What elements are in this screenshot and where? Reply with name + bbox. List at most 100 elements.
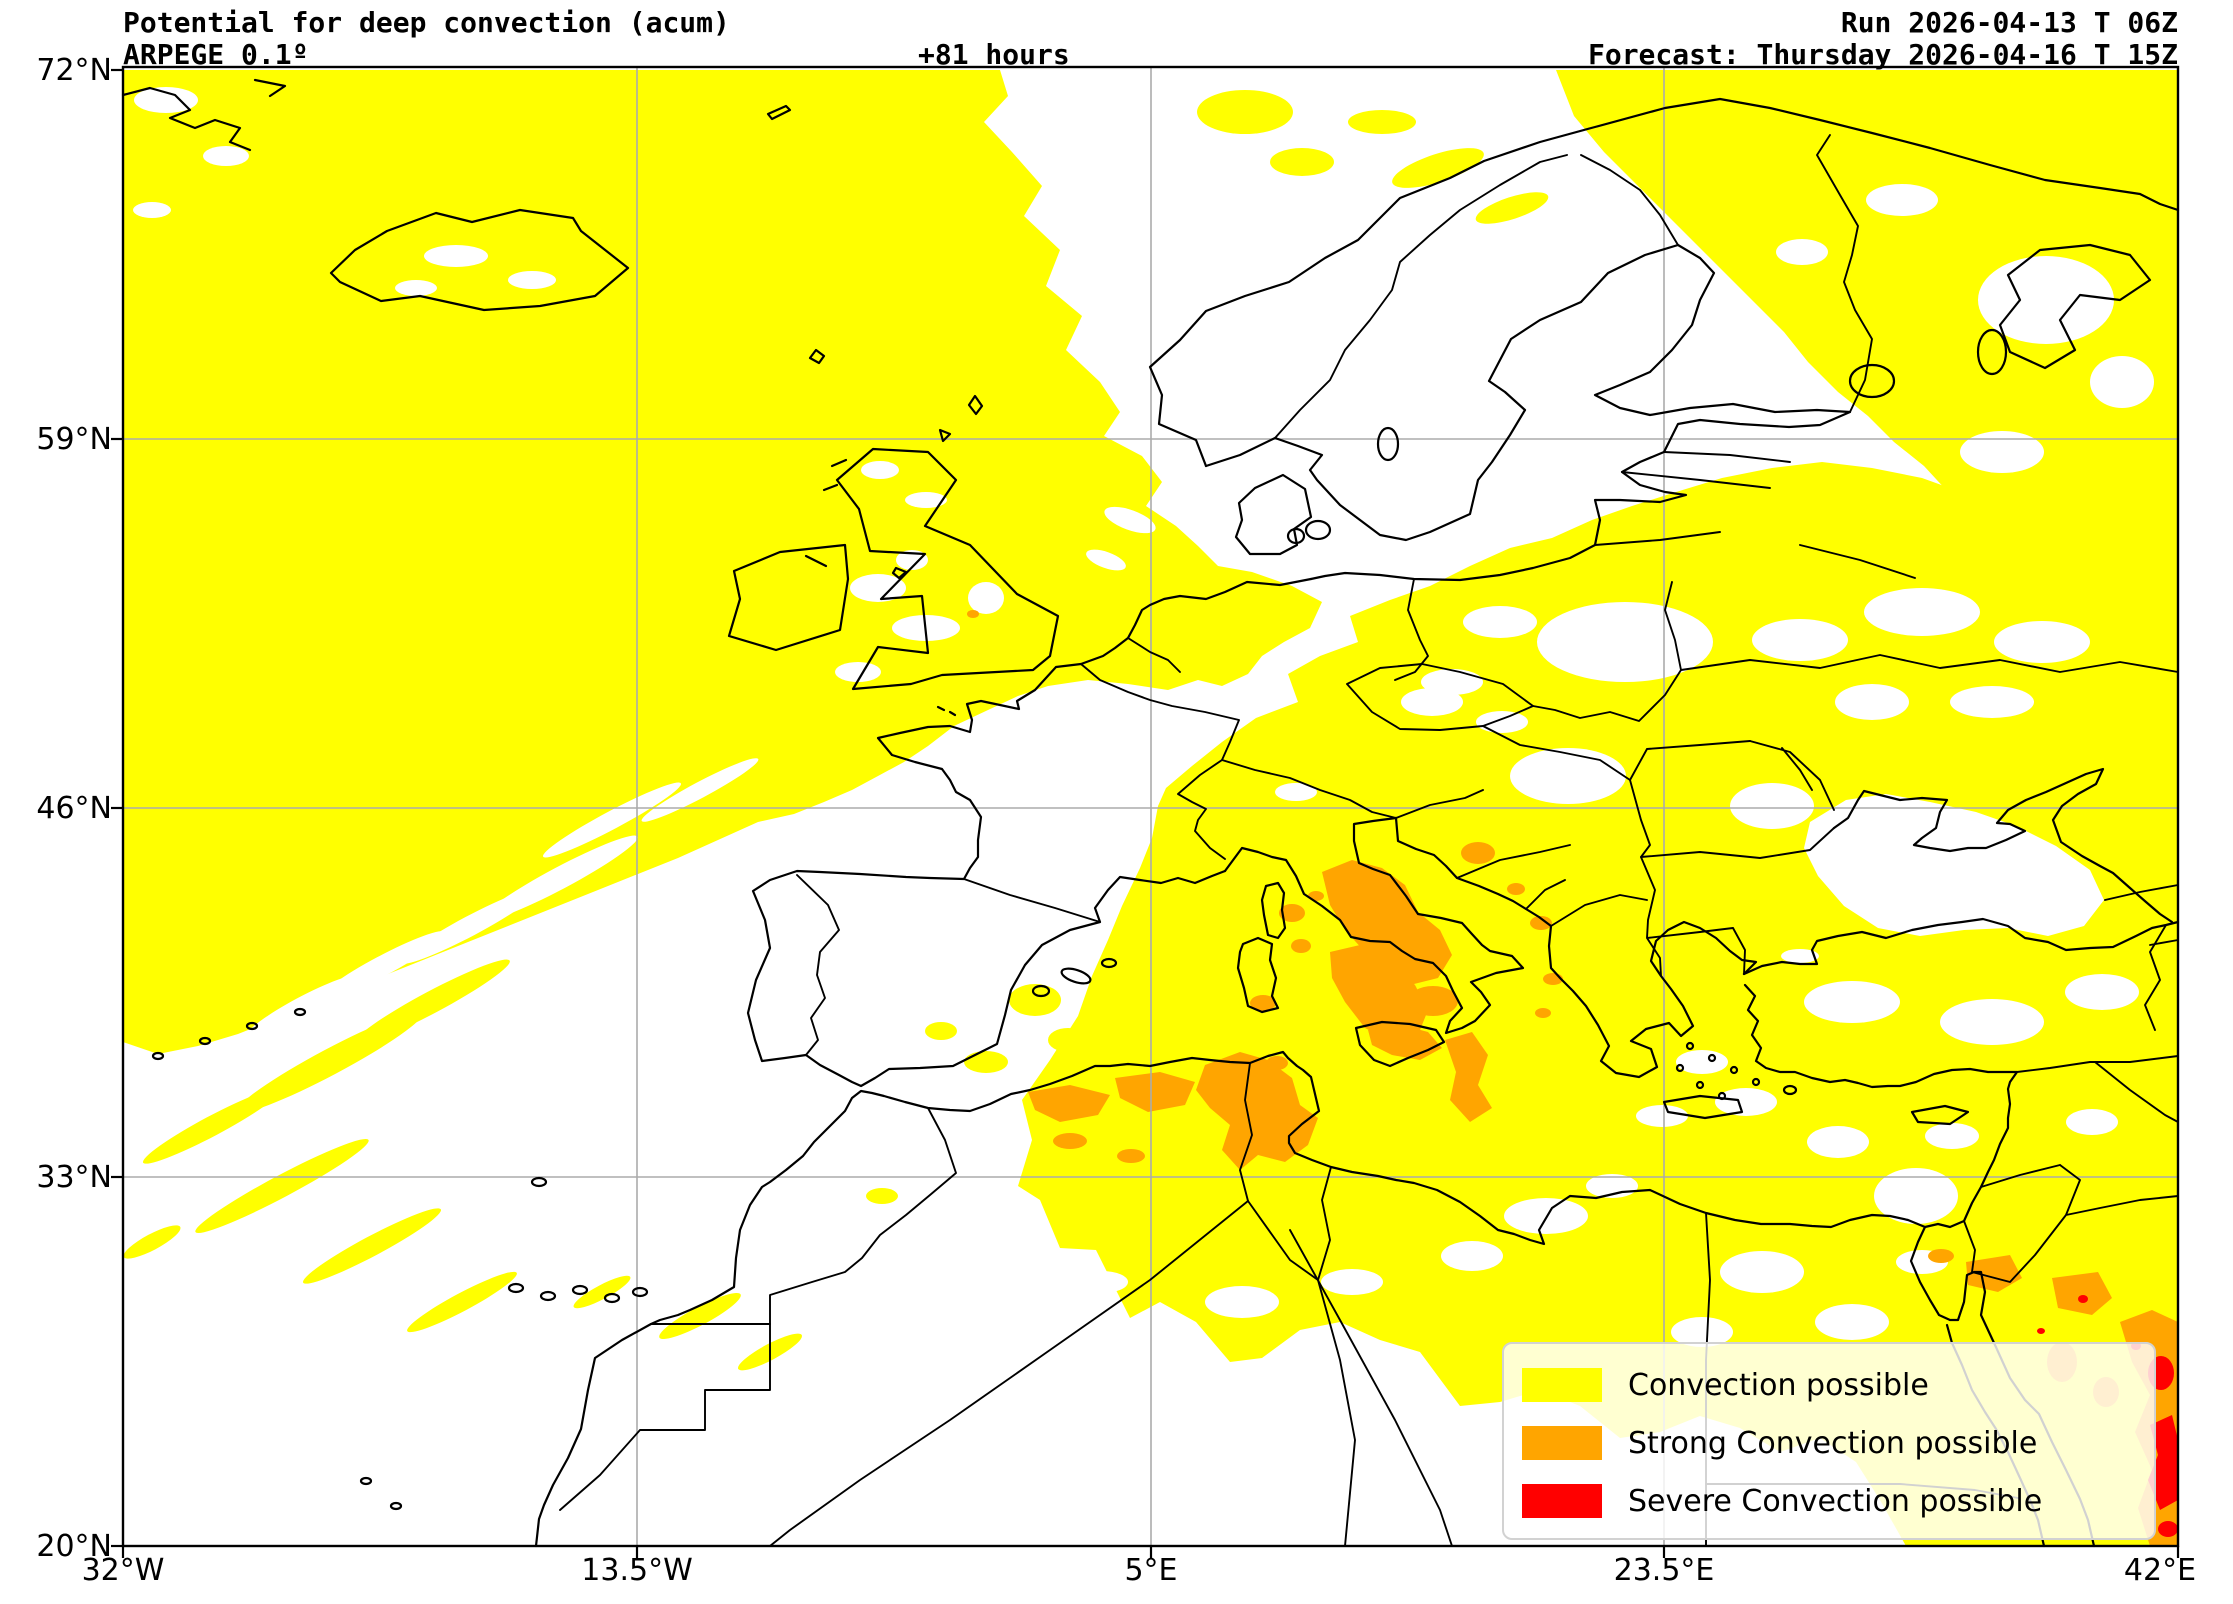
turkey-levant-north-africa-coast: [534, 983, 2019, 1548]
yellow-patch: [1475, 192, 1549, 224]
page-title: Potential for deep convection (acum): [123, 6, 730, 39]
yellow-streak: [123, 1225, 181, 1259]
border-romania: [1629, 740, 1835, 859]
yellow-streak: [302, 1208, 442, 1284]
yellow-streak: [142, 1088, 282, 1164]
white-patch: [835, 662, 881, 682]
model-label: ARPEGE 0.1º: [123, 38, 309, 71]
border-algeria-libya: [1247, 1200, 1356, 1547]
orange-spot: [1461, 842, 1495, 864]
border-alps: [1221, 759, 1397, 819]
white-patch: [1275, 783, 1317, 801]
x-tick-32w: 32°W: [81, 1553, 165, 1588]
corsica-coast: [1260, 881, 1287, 940]
orange-algeria-coast: [1028, 1085, 1110, 1122]
white-streak: [400, 888, 540, 964]
lead-time-label: +81 hours: [918, 38, 1070, 71]
y-tick-20n: 20°N: [36, 1529, 112, 1564]
canary-island: [571, 1284, 589, 1296]
black-sea-north-coast-crimea: [1832, 767, 2174, 924]
azores-island: [245, 1021, 259, 1031]
denmark-coast: [1234, 473, 1313, 556]
x-tick-5e: 5°E: [1124, 1553, 1178, 1588]
greenland-coast-fragment: [121, 78, 287, 152]
white-patch: [2066, 1109, 2118, 1135]
border-finland-russia: [1816, 134, 1873, 413]
white-patch: [861, 461, 899, 479]
border-sweden-finland: [1580, 154, 1679, 246]
yellow-patch: [1048, 1028, 1088, 1052]
legend-row-strong-convection: Strong Convection possible: [1522, 1414, 2154, 1472]
island-dot: [1729, 1065, 1739, 1075]
run-label: Run 2026-04-13 T 06Z: [1840, 6, 2178, 39]
orange-spot: [1266, 1056, 1288, 1070]
orange-spot: [1250, 995, 1276, 1011]
white-patch: [1510, 748, 1626, 804]
yellow-patch: [964, 1051, 1008, 1073]
white-patch: [905, 492, 947, 508]
rhodes-island: [1782, 1084, 1798, 1096]
white-patch: [1476, 711, 1528, 733]
island-dot: [1707, 1053, 1717, 1063]
white-patch: [1205, 1286, 1279, 1318]
orange-spot: [1279, 904, 1305, 922]
white-patch: [1752, 619, 1848, 661]
border-levant: [1963, 1164, 2179, 1283]
border-slovenia-hungary: [1395, 725, 1631, 819]
sardinia-coast: [1236, 936, 1280, 1014]
red-spot: [2158, 1521, 2178, 1537]
legend-swatch-yellow: [1522, 1368, 1602, 1402]
isle-of-man: [891, 566, 908, 580]
white-patch: [968, 582, 1004, 614]
orange-spot: [1535, 1008, 1551, 1018]
orange-spot: [1530, 916, 1552, 930]
red-spot: [2037, 1328, 2045, 1334]
white-patch: [1441, 1241, 1503, 1271]
orange-spot: [1117, 1149, 1145, 1163]
border-norway-sweden: [1274, 154, 1568, 439]
island-dot: [1751, 1077, 1761, 1087]
legend-label: Convection possible: [1628, 1367, 1929, 1403]
canary-island: [631, 1286, 649, 1298]
white-patch: [1636, 1105, 1688, 1127]
white-patch: [1076, 1271, 1128, 1293]
border-portugal-spain: [796, 874, 840, 1056]
legend-swatch-orange: [1522, 1426, 1602, 1460]
forecast-label: Forecast: Thursday 2026-04-16 T 15Z: [1587, 38, 2178, 71]
azores-island: [198, 1036, 212, 1046]
norway-barents-coast: [1148, 97, 2180, 468]
white-patch: [1940, 999, 2044, 1045]
white-patch: [1720, 1251, 1804, 1293]
orange-spot: [967, 610, 979, 618]
white-patch: [1401, 688, 1463, 716]
adriatic-balkan-greece-coast: [1394, 816, 1758, 1079]
faroe-islands: [808, 348, 826, 365]
orange-algeria-coast: [1115, 1072, 1195, 1112]
mallorca-island: [1060, 967, 1092, 985]
white-patch: [424, 245, 488, 267]
yellow-patch: [1197, 90, 1293, 134]
border-morocco-algeria: [769, 1107, 957, 1325]
funen-island: [1286, 527, 1306, 545]
orange-mideast: [1966, 1255, 2022, 1292]
azores-island: [151, 1051, 165, 1061]
atlantic-islands: [151, 1007, 649, 1511]
lake-vanern: [1376, 426, 1400, 462]
canary-island: [539, 1290, 557, 1302]
border-baltics: [1594, 451, 1791, 546]
border-bulgaria-greece-turkey: [1640, 856, 1746, 977]
axis-ticks: [111, 68, 2180, 1558]
white-patch: [1950, 686, 2034, 718]
legend: Convection possible Strong Convection po…: [1502, 1342, 2156, 1540]
no-convection-cutouts: [133, 87, 2154, 1347]
border-benelux: [1127, 637, 1181, 673]
y-tick-46n: 46°N: [36, 791, 112, 826]
border-czechia: [1346, 663, 1534, 731]
orange-spot: [1928, 1249, 1954, 1263]
sicily-coast: [1354, 1020, 1446, 1068]
white-patch: [1960, 431, 2044, 473]
ibiza-island: [1031, 984, 1051, 998]
legend-row-severe-convection: Severe Convection possible: [1522, 1472, 2154, 1530]
white-patch: [1671, 1317, 1733, 1347]
channel-islands: [936, 705, 957, 717]
